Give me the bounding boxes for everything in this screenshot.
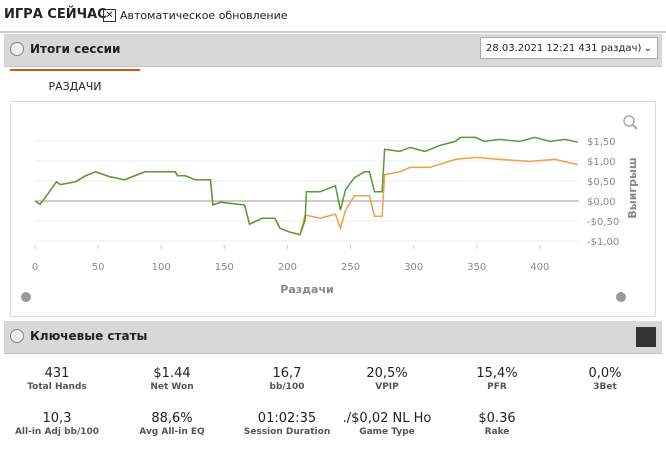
stat-label: Net Won [150, 382, 194, 392]
stat-value: 01:02:35 [257, 411, 317, 426]
stat-value: 88,6% [151, 411, 193, 426]
stat-label: VPIP [375, 382, 399, 392]
stat-value: $0.36 [478, 411, 516, 426]
panel-title: Ключевые статы [30, 329, 148, 343]
panel-header: Ключевые статы [4, 321, 662, 354]
stat-value: ./$0,02 NL Ho [342, 411, 432, 426]
layout-button[interactable] [636, 327, 656, 347]
y-tick-label: $0,50 [587, 177, 616, 188]
stat-label: Avg All-in EQ [139, 427, 205, 437]
x-tick-label: 150 [215, 262, 234, 273]
x-tick-label: 250 [341, 262, 360, 273]
stat-value: 15,4% [476, 366, 518, 381]
x-tick-label: 300 [404, 262, 423, 273]
stat: ./$0,02 NL Ho Game Type [332, 411, 442, 437]
y-tick-label: $0,00 [587, 197, 616, 208]
stat-label: Game Type [359, 427, 415, 437]
stat: $1.44 Net Won [117, 366, 227, 392]
panel-title: Итоги сессии [30, 42, 121, 56]
series-line [34, 136, 578, 236]
stat: 10,3 All-in Adj bb/100 [2, 411, 112, 437]
stat-label: Session Duration [243, 427, 331, 437]
divider [0, 31, 666, 33]
stat-label: PFR [487, 382, 507, 392]
stat-label: Rake [484, 427, 510, 437]
y-tick-label: $1,00 [587, 157, 616, 168]
stat: 15,4% PFR [442, 366, 552, 392]
checkbox[interactable]: ✕ [103, 9, 116, 22]
zoom-icon[interactable] [623, 115, 635, 127]
session-dropdown[interactable]: 28.03.2021 12:21 431 раздач) ⌄ [480, 37, 658, 59]
info-icon[interactable] [616, 292, 626, 302]
x-axis-label: Раздачи [280, 283, 333, 296]
x-tick-label: 100 [152, 262, 171, 273]
stat: 01:02:35 Session Duration [232, 411, 342, 437]
chart-frame [10, 101, 656, 317]
stat-value: $1.44 [153, 366, 191, 381]
x-tick-label: 200 [278, 262, 297, 273]
y-tick-label: $1,50 [587, 137, 616, 148]
x-tick-label: 50 [92, 262, 105, 273]
stat: 88,6% Avg All-in EQ [117, 411, 227, 437]
stat-value: 10,3 [42, 411, 72, 426]
stat: $0.36 Rake [442, 411, 552, 437]
stat-value: 0,0% [588, 366, 622, 381]
stat-value: 431 [44, 366, 70, 381]
x-tick-label: 0 [32, 262, 38, 273]
panel-header: Итоги сессии 28.03.2021 12:21 431 раздач… [4, 34, 662, 67]
stat-value: 20,5% [366, 366, 408, 381]
checkbox-label[interactable]: Автоматическое обновление [120, 9, 288, 22]
stat-label: 3Bet [593, 382, 617, 392]
stat-label: bb/100 [269, 382, 305, 392]
page-title: ИГРА СЕЙЧАС [4, 7, 107, 22]
stat: 16,7 bb/100 [232, 366, 342, 392]
stat: 0,0% 3Bet [550, 366, 660, 392]
stat-value: 16,7 [272, 366, 302, 381]
tab[interactable]: РАЗДАЧИ [10, 69, 140, 103]
dropdown-text: 28.03.2021 12:21 431 раздач) [486, 43, 642, 54]
zoom-icon-handle [632, 124, 638, 130]
stat: 431 Total Hands [2, 366, 112, 392]
stat: 20,5% VPIP [332, 366, 442, 392]
x-tick-label: 400 [530, 262, 549, 273]
stat-label: All-in Adj bb/100 [14, 427, 100, 437]
x-tick-label: 350 [467, 262, 486, 273]
y-axis-label: Выигрыш [626, 157, 639, 218]
chart: Раздачи Выигрыш -$1,00 -$0,50 $0,00 $0,50 $1… [21, 115, 639, 302]
collapse-button[interactable] [10, 329, 24, 343]
stat-label: Total Hands [27, 382, 87, 392]
y-tick-label: -$1,00 [587, 237, 619, 248]
y-tick-label: -$0,50 [587, 217, 619, 228]
collapse-button[interactable] [10, 42, 24, 56]
settings-icon[interactable] [21, 292, 31, 302]
